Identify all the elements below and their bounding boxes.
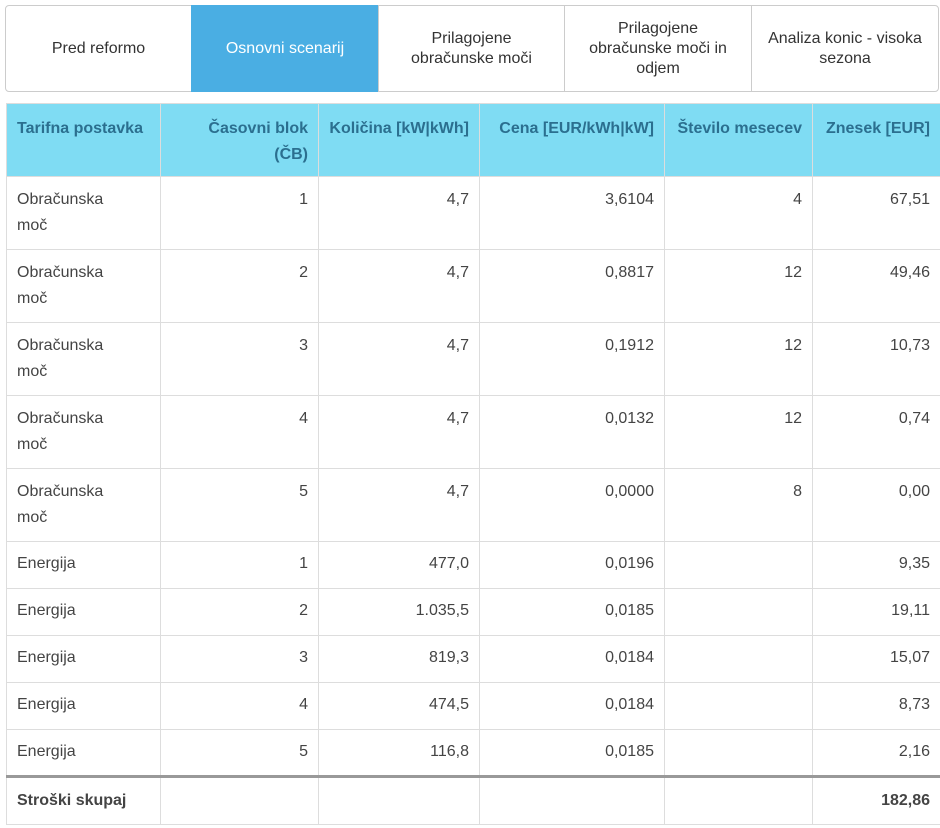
header-casovni-blok: Časovni blok (ČB) xyxy=(160,103,319,177)
cell-kolicina: 477,0 xyxy=(318,541,480,589)
cell-kolicina: 819,3 xyxy=(318,635,480,683)
table-row: Energija 4 474,5 0,0184 8,73 xyxy=(6,682,940,730)
cell-kolicina: 4,7 xyxy=(318,176,480,250)
scenario-tabs: Pred reformo Osnovni scenarij Prilagojen… xyxy=(5,5,939,92)
cell-znesek: 9,35 xyxy=(812,541,940,589)
cell-cena: 0,0185 xyxy=(479,588,665,636)
cell-znesek: 10,73 xyxy=(812,322,940,396)
empty-cell xyxy=(479,775,665,825)
cell-znesek: 67,51 xyxy=(812,176,940,250)
table-row: Energija 5 116,8 0,0185 2,16 xyxy=(6,729,940,777)
total-value: 182,86 xyxy=(812,775,940,825)
cell-kolicina: 4,7 xyxy=(318,249,480,323)
cell-stevilo-mesecev: 8 xyxy=(664,468,813,542)
cell-cena: 0,0132 xyxy=(479,395,665,469)
cell-tarifna-postavka: Energija xyxy=(6,729,161,777)
cell-stevilo-mesecev: 12 xyxy=(664,322,813,396)
cell-znesek: 0,74 xyxy=(812,395,940,469)
cell-cena: 0,8817 xyxy=(479,249,665,323)
cell-tarifna-postavka: Obračunska moč xyxy=(17,337,104,380)
cell-kolicina: 4,7 xyxy=(318,395,480,469)
empty-cell xyxy=(318,775,480,825)
cell-casovni-blok: 5 xyxy=(160,468,319,542)
empty-cell xyxy=(664,775,813,825)
cell-stevilo-mesecev xyxy=(664,541,813,589)
cell-znesek: 19,11 xyxy=(812,588,940,636)
cell-casovni-blok: 2 xyxy=(160,588,319,636)
cell-kolicina: 474,5 xyxy=(318,682,480,730)
cell-znesek: 15,07 xyxy=(812,635,940,683)
cell-znesek: 8,73 xyxy=(812,682,940,730)
cell-stevilo-mesecev xyxy=(664,588,813,636)
tab-osnovni-scenarij[interactable]: Osnovni scenarij xyxy=(191,5,379,92)
header-tarifna-postavka: Tarifna postavka xyxy=(6,103,161,177)
cell-kolicina: 4,7 xyxy=(318,322,480,396)
cell-tarifna-postavka: Obračunska moč xyxy=(17,483,104,526)
cell-kolicina: 4,7 xyxy=(318,468,480,542)
header-stevilo-mesecev: Število mesecev xyxy=(664,103,813,177)
cell-znesek: 2,16 xyxy=(812,729,940,777)
table-row: Energija 2 1.035,5 0,0185 19,11 xyxy=(6,588,940,636)
cell-cena: 0,0185 xyxy=(479,729,665,777)
cell-casovni-blok: 4 xyxy=(160,682,319,730)
cell-cena: 3,6104 xyxy=(479,176,665,250)
cell-kolicina: 116,8 xyxy=(318,729,480,777)
cell-casovni-blok: 5 xyxy=(160,729,319,777)
cell-tarifna-postavka: Energija xyxy=(6,541,161,589)
cell-casovni-blok: 4 xyxy=(160,395,319,469)
cell-stevilo-mesecev xyxy=(664,729,813,777)
tab-label: Prilagojene obračunske moči in odjem xyxy=(589,19,727,77)
tab-label: Osnovni scenarij xyxy=(225,39,345,57)
empty-cell xyxy=(160,775,319,825)
header-kolicina: Količina [kW|kWh] xyxy=(318,103,480,177)
cell-casovni-blok: 2 xyxy=(160,249,319,323)
tab-prilagojene-moci-in-odjem[interactable]: Prilagojene obračunske moči in odjem xyxy=(564,5,752,92)
cell-znesek: 0,00 xyxy=(812,468,940,542)
table-row: Obračunska moč 4 4,7 0,0132 12 0,74 xyxy=(6,395,940,469)
cell-stevilo-mesecev xyxy=(664,682,813,730)
tab-label: Pred reformo xyxy=(51,39,146,57)
cell-cena: 0,0196 xyxy=(479,541,665,589)
table-row: Obračunska moč 5 4,7 0,0000 8 0,00 xyxy=(6,468,940,542)
header-znesek: Znesek [EUR] xyxy=(812,103,940,177)
cell-stevilo-mesecev: 4 xyxy=(664,176,813,250)
cell-tarifna-postavka: Energija xyxy=(6,588,161,636)
cell-stevilo-mesecev xyxy=(664,635,813,683)
cell-kolicina: 1.035,5 xyxy=(318,588,480,636)
cell-cena: 0,1912 xyxy=(479,322,665,396)
table-row: Obračunska moč 3 4,7 0,1912 12 10,73 xyxy=(6,322,940,396)
tab-pred-reformo[interactable]: Pred reformo xyxy=(5,5,192,92)
cell-tarifna-postavka: Obračunska moč xyxy=(17,264,104,307)
tab-label: Analiza konic - visoka sezona xyxy=(768,29,922,67)
table-row: Energija 3 819,3 0,0184 15,07 xyxy=(6,635,940,683)
cell-tarifna-postavka: Obračunska moč xyxy=(17,191,104,234)
cell-cena: 0,0184 xyxy=(479,682,665,730)
table-row: Obračunska moč 2 4,7 0,8817 12 49,46 xyxy=(6,249,940,323)
cost-table: Tarifna postavka Časovni blok (ČB) Količ… xyxy=(6,103,940,825)
cell-znesek: 49,46 xyxy=(812,249,940,323)
cell-tarifna-postavka: Energija xyxy=(6,682,161,730)
cell-casovni-blok: 1 xyxy=(160,176,319,250)
cell-tarifna-postavka: Energija xyxy=(6,635,161,683)
total-label: Stroški skupaj xyxy=(6,775,161,825)
table-header-row: Tarifna postavka Časovni blok (ČB) Količ… xyxy=(6,103,940,177)
header-cena: Cena [EUR/kWh|kW] xyxy=(479,103,665,177)
table-row: Obračunska moč 1 4,7 3,6104 4 67,51 xyxy=(6,176,940,250)
cell-stevilo-mesecev: 12 xyxy=(664,249,813,323)
cell-casovni-blok: 3 xyxy=(160,322,319,396)
cell-cena: 0,0184 xyxy=(479,635,665,683)
cell-casovni-blok: 3 xyxy=(160,635,319,683)
cell-casovni-blok: 1 xyxy=(160,541,319,589)
tab-label: Prilagojene obračunske moči xyxy=(411,29,532,67)
table-row: Energija 1 477,0 0,0196 9,35 xyxy=(6,541,940,589)
tab-prilagojene-obracunske-moci[interactable]: Prilagojene obračunske moči xyxy=(378,5,565,92)
cell-cena: 0,0000 xyxy=(479,468,665,542)
cell-tarifna-postavka: Obračunska moč xyxy=(17,410,104,453)
table-total-row: Stroški skupaj 182,86 xyxy=(6,775,940,825)
tab-analiza-konic[interactable]: Analiza konic - visoka sezona xyxy=(751,5,939,92)
cell-stevilo-mesecev: 12 xyxy=(664,395,813,469)
